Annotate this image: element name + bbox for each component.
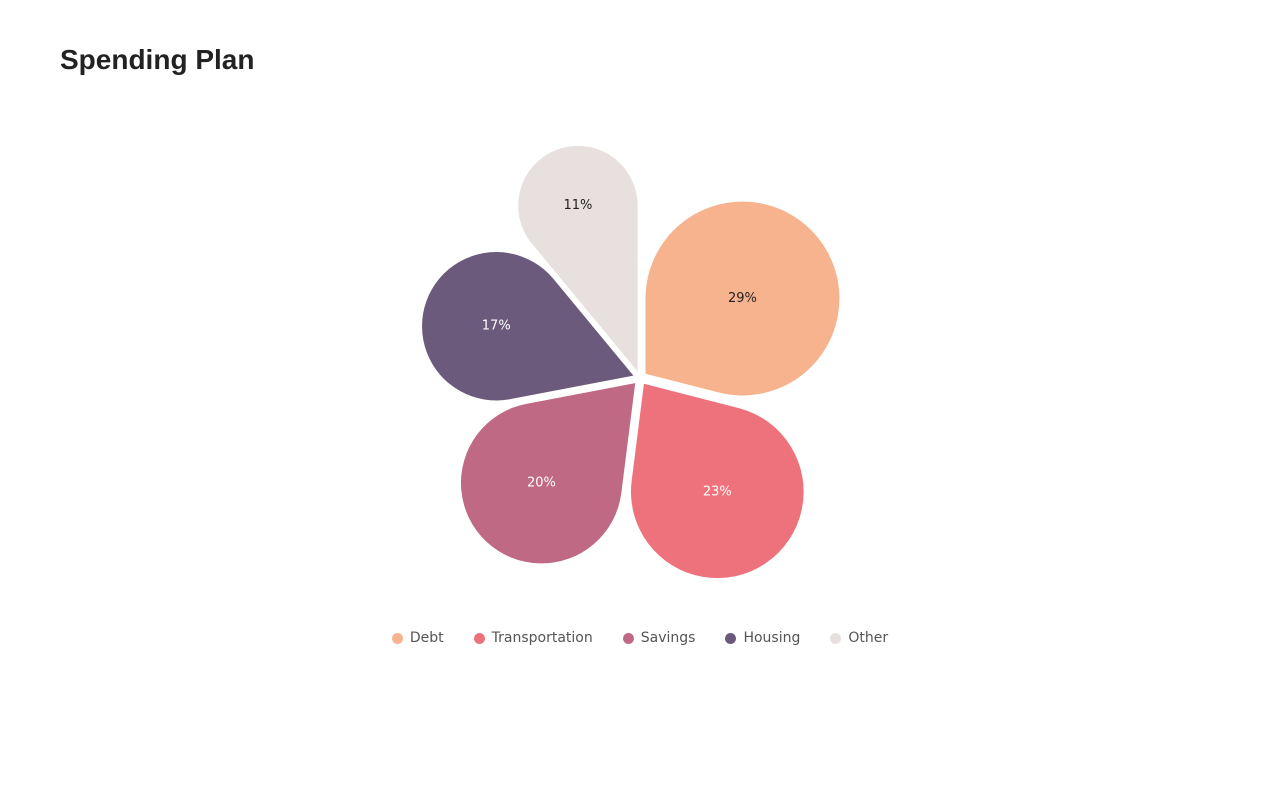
petal bbox=[422, 252, 634, 401]
legend-item: Transportation bbox=[473, 630, 593, 646]
legend-item: Housing bbox=[725, 630, 800, 646]
legend-label: Other bbox=[848, 630, 889, 646]
legend-item: Other bbox=[830, 630, 888, 646]
legend-label: Transportation bbox=[491, 630, 593, 646]
value-label: 17% bbox=[482, 319, 511, 334]
value-label: 23% bbox=[703, 484, 732, 499]
legend-item: Debt bbox=[391, 630, 444, 646]
value-label: 20% bbox=[527, 475, 556, 490]
legend-swatch bbox=[725, 632, 737, 644]
petal bbox=[518, 145, 638, 372]
legend-swatch bbox=[391, 632, 403, 644]
value-label: 29% bbox=[728, 291, 757, 306]
legend: Debt Transportation Savings Housing Other bbox=[0, 630, 1280, 646]
legend-swatch bbox=[622, 632, 634, 644]
chart-title: Spending Plan bbox=[60, 44, 255, 75]
legend-swatch bbox=[830, 632, 842, 644]
legend-swatch bbox=[473, 632, 485, 644]
legend-label: Housing bbox=[743, 630, 801, 646]
legend-label: Debt bbox=[409, 630, 444, 646]
legend-label: Savings bbox=[640, 630, 696, 646]
petal bbox=[645, 201, 840, 396]
petal bbox=[460, 383, 636, 564]
petal bbox=[630, 383, 804, 579]
legend-item: Savings bbox=[622, 630, 696, 646]
value-label: 11% bbox=[563, 198, 592, 213]
